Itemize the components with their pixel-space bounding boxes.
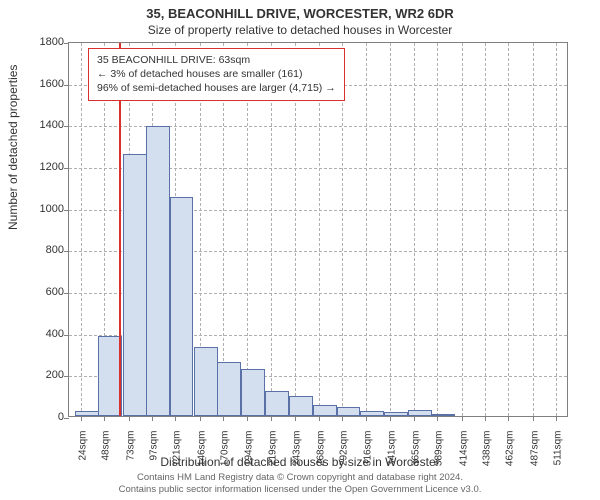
x-tick-label: 462sqm <box>505 431 516 481</box>
histogram-bar <box>75 411 99 416</box>
grid-line-v <box>366 43 367 416</box>
x-tick-label: 146sqm <box>196 431 207 481</box>
x-tick-mark <box>366 416 367 421</box>
title-main: 35, BEACONHILL DRIVE, WORCESTER, WR2 6DR <box>0 0 600 21</box>
histogram-bar <box>241 369 265 416</box>
y-tick-mark <box>64 210 69 211</box>
x-tick-mark <box>390 416 391 421</box>
grid-line-v <box>414 43 415 416</box>
x-tick-mark <box>81 416 82 421</box>
grid-line-v <box>485 43 486 416</box>
histogram-bar <box>431 414 455 417</box>
x-tick-mark <box>129 416 130 421</box>
x-tick-mark <box>556 416 557 421</box>
y-tick-mark <box>64 43 69 44</box>
x-tick-label: 268sqm <box>316 431 327 481</box>
grid-line-v <box>533 43 534 416</box>
x-tick-mark <box>295 416 296 421</box>
x-tick-mark <box>247 416 248 421</box>
x-tick-label: 389sqm <box>434 431 445 481</box>
x-tick-label: 341sqm <box>387 431 398 481</box>
histogram-bar <box>170 197 194 416</box>
marker-info-box: 35 BEACONHILL DRIVE: 63sqm ← 3% of detac… <box>88 48 345 101</box>
x-tick-mark <box>104 416 105 421</box>
y-tick-label: 0 <box>24 411 64 423</box>
y-tick-mark <box>64 293 69 294</box>
y-tick-mark <box>64 85 69 86</box>
x-tick-label: 24sqm <box>77 431 88 481</box>
histogram-bar <box>384 412 408 416</box>
y-tick-label: 600 <box>24 286 64 298</box>
y-tick-mark <box>64 376 69 377</box>
y-tick-label: 1200 <box>24 161 64 173</box>
grid-line-v <box>556 43 557 416</box>
info-line-2: ← 3% of detached houses are smaller (161… <box>97 67 336 81</box>
x-tick-label: 414sqm <box>458 431 469 481</box>
y-tick-label: 1600 <box>24 78 64 90</box>
info-line-3: 96% of semi-detached houses are larger (… <box>97 81 336 95</box>
x-tick-label: 511sqm <box>553 431 564 481</box>
x-tick-label: 170sqm <box>220 431 231 481</box>
y-tick-label: 1400 <box>24 119 64 131</box>
y-tick-mark <box>64 126 69 127</box>
x-tick-label: 219sqm <box>268 431 279 481</box>
y-tick-mark <box>64 168 69 169</box>
grid-line-v <box>462 43 463 416</box>
x-tick-label: 121sqm <box>172 431 183 481</box>
histogram-bar <box>217 362 241 416</box>
x-tick-mark <box>485 416 486 421</box>
histogram-bar <box>265 391 289 416</box>
x-tick-label: 438sqm <box>482 431 493 481</box>
histogram-bar <box>313 405 337 416</box>
x-tick-label: 194sqm <box>243 431 254 481</box>
x-tick-mark <box>271 416 272 421</box>
x-tick-label: 97sqm <box>149 431 160 481</box>
x-tick-mark <box>200 416 201 421</box>
y-tick-label: 1000 <box>24 203 64 215</box>
y-axis-title: Number of detached properties <box>6 65 20 230</box>
histogram-bar <box>337 407 361 416</box>
y-tick-mark <box>64 251 69 252</box>
x-tick-label: 73sqm <box>125 431 136 481</box>
y-tick-label: 1800 <box>24 36 64 48</box>
histogram-bar <box>408 410 432 416</box>
x-tick-mark <box>152 416 153 421</box>
x-tick-mark <box>462 416 463 421</box>
x-tick-mark <box>414 416 415 421</box>
histogram-bar <box>123 154 147 417</box>
grid-line-v <box>437 43 438 416</box>
x-tick-mark <box>319 416 320 421</box>
y-tick-label: 800 <box>24 244 64 256</box>
x-tick-mark <box>175 416 176 421</box>
y-tick-label: 200 <box>24 369 64 381</box>
y-tick-label: 400 <box>24 328 64 340</box>
x-tick-label: 48sqm <box>101 431 112 481</box>
y-tick-mark <box>64 335 69 336</box>
y-tick-mark <box>64 418 69 419</box>
histogram-bar <box>194 347 218 416</box>
grid-line-h <box>69 126 567 127</box>
grid-line-v <box>390 43 391 416</box>
x-tick-label: 365sqm <box>410 431 421 481</box>
x-tick-mark <box>342 416 343 421</box>
histogram-bar <box>146 126 170 416</box>
grid-line-v <box>81 43 82 416</box>
histogram-bar <box>360 411 384 416</box>
x-tick-label: 487sqm <box>529 431 540 481</box>
grid-line-v <box>508 43 509 416</box>
credits-line-2: Contains public sector information licen… <box>0 484 600 496</box>
title-sub: Size of property relative to detached ho… <box>0 21 600 37</box>
info-line-1: 35 BEACONHILL DRIVE: 63sqm <box>97 53 336 67</box>
x-tick-mark <box>223 416 224 421</box>
x-tick-mark <box>437 416 438 421</box>
x-tick-label: 292sqm <box>339 431 350 481</box>
histogram-bar <box>289 396 313 416</box>
x-tick-mark <box>508 416 509 421</box>
x-tick-label: 243sqm <box>291 431 302 481</box>
x-tick-label: 316sqm <box>362 431 373 481</box>
x-tick-mark <box>533 416 534 421</box>
